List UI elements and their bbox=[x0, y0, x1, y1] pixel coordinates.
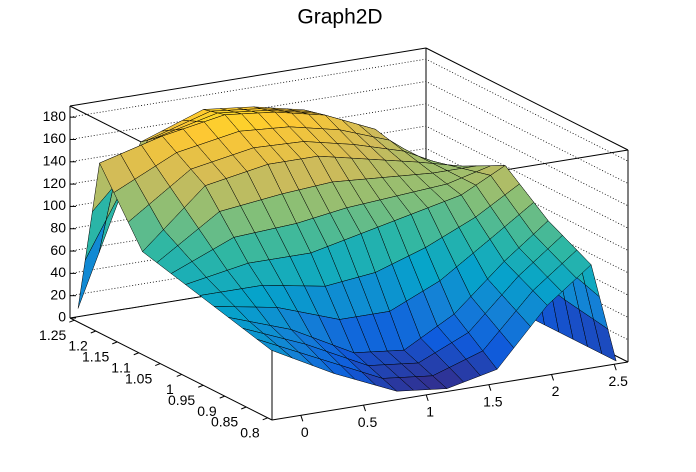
z-tick-label: 120 bbox=[43, 175, 67, 191]
y-tick-label: 1.15 bbox=[82, 349, 109, 365]
y-tick-label: 1.2 bbox=[68, 338, 88, 354]
x-tick-label: 0 bbox=[301, 424, 309, 440]
y-tick bbox=[262, 417, 268, 421]
y-tick bbox=[112, 341, 118, 345]
z-tick-label: 40 bbox=[50, 264, 66, 280]
chart-title: Graph2D bbox=[297, 6, 382, 29]
z-tick-label: 80 bbox=[50, 219, 66, 235]
z-tick-label: 180 bbox=[43, 108, 67, 124]
y-tick-label: 0.85 bbox=[211, 414, 238, 430]
y-tick bbox=[90, 330, 96, 334]
x-tick bbox=[425, 394, 429, 402]
z-tick-label: 160 bbox=[43, 130, 67, 146]
x-tick-label: 2.5 bbox=[608, 373, 628, 389]
y-tick bbox=[219, 395, 225, 399]
box-edge bbox=[425, 47, 629, 151]
x-tick bbox=[488, 384, 492, 391]
x-tick-label: 2 bbox=[552, 383, 560, 399]
x-tick-label: 0.5 bbox=[358, 414, 378, 430]
y-tick bbox=[69, 319, 75, 323]
x-tick-label: 1.5 bbox=[483, 393, 503, 409]
z-tick-label: 100 bbox=[43, 197, 67, 213]
y-tick-label: 1.05 bbox=[125, 370, 152, 386]
surface-patch bbox=[256, 339, 293, 359]
y-tick-label: 0.8 bbox=[240, 425, 260, 441]
box-edge bbox=[69, 317, 273, 421]
y-tick bbox=[198, 384, 204, 388]
y-tick bbox=[155, 363, 161, 367]
y-tick bbox=[176, 373, 182, 377]
y-tick bbox=[241, 406, 247, 410]
x-tick bbox=[551, 374, 555, 381]
y-tick-label: 1.25 bbox=[39, 327, 66, 343]
y-tick-label: 0.9 bbox=[197, 403, 217, 419]
y-tick bbox=[133, 352, 139, 356]
x-tick bbox=[363, 404, 366, 412]
z-tick-label: 20 bbox=[50, 286, 66, 302]
y-tick-label: 1.1 bbox=[111, 359, 131, 375]
z-tick-label: 0 bbox=[58, 309, 66, 325]
z-tick-label: 60 bbox=[50, 242, 66, 258]
z-tick-label: 140 bbox=[43, 152, 67, 168]
x-tick bbox=[300, 415, 304, 422]
y-tick-label: 0.95 bbox=[168, 392, 195, 408]
x-tick-label: 1 bbox=[426, 404, 434, 420]
box-edge bbox=[271, 361, 629, 421]
y-tick-label: 1 bbox=[166, 381, 174, 397]
box-edge bbox=[69, 47, 427, 107]
x-tick bbox=[613, 364, 617, 371]
